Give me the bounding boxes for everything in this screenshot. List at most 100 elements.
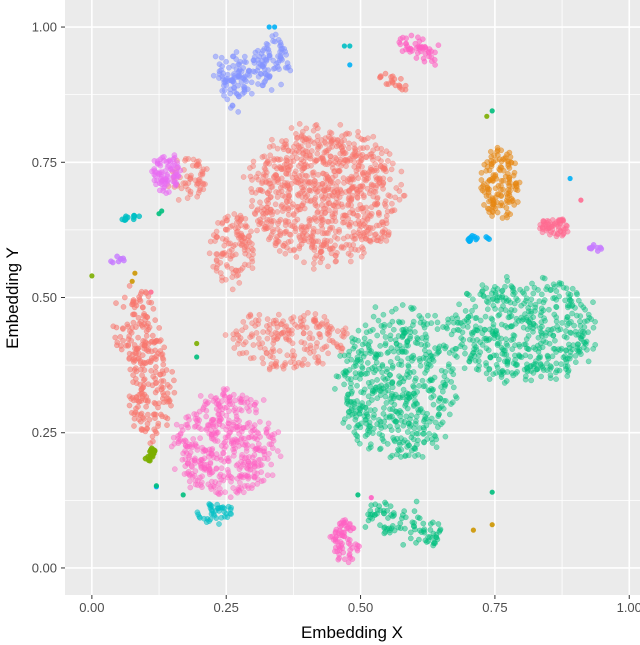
data-point	[424, 321, 431, 327]
data-point	[315, 358, 322, 365]
data-point	[512, 352, 518, 359]
data-point	[239, 441, 246, 448]
data-point	[399, 349, 406, 355]
data-point	[406, 374, 412, 380]
data-point	[410, 322, 416, 328]
data-point	[273, 358, 280, 365]
data-point	[394, 451, 400, 458]
data-point	[503, 351, 510, 358]
data-point	[332, 386, 338, 392]
data-point	[222, 332, 229, 338]
data-point	[499, 367, 506, 374]
data-point	[248, 203, 255, 210]
data-point	[345, 375, 351, 382]
data-point	[306, 216, 313, 222]
data-point	[313, 122, 320, 128]
data-point	[250, 342, 257, 348]
data-point	[268, 441, 275, 448]
data-point	[137, 418, 144, 425]
data-point	[437, 527, 443, 534]
data-point	[538, 373, 544, 380]
data-point	[387, 193, 393, 199]
data-point	[398, 168, 405, 175]
data-point	[223, 226, 229, 233]
data-point	[354, 547, 361, 554]
data-point	[229, 426, 236, 433]
data-point	[504, 324, 511, 331]
data-point	[358, 350, 365, 357]
data-point	[281, 205, 287, 212]
data-point	[203, 413, 209, 420]
data-point	[422, 50, 429, 57]
data-point	[363, 235, 369, 242]
data-point	[145, 320, 151, 327]
data-point	[206, 446, 213, 453]
data-point	[311, 247, 318, 253]
data-point	[460, 337, 467, 343]
data-point	[362, 340, 369, 347]
data-point	[223, 217, 230, 224]
data-point	[330, 202, 337, 208]
data-point	[445, 363, 452, 370]
data-point	[338, 345, 345, 352]
data-point	[548, 286, 554, 293]
data-point	[274, 209, 281, 215]
data-point	[151, 355, 157, 361]
data-point	[359, 400, 365, 406]
data-point	[351, 410, 358, 417]
data-point	[310, 348, 317, 355]
data-point	[550, 295, 556, 302]
data-point	[472, 315, 479, 322]
data-point	[153, 483, 159, 489]
data-point	[247, 173, 254, 180]
data-point	[571, 322, 577, 329]
data-point	[347, 43, 353, 49]
data-point	[164, 390, 171, 397]
data-point	[317, 259, 324, 266]
data-point	[250, 251, 256, 258]
data-point	[195, 161, 202, 167]
data-point	[301, 184, 308, 190]
data-point	[230, 336, 237, 342]
data-point	[225, 433, 232, 439]
data-point	[434, 319, 441, 326]
data-point	[169, 368, 175, 375]
data-point	[509, 346, 516, 352]
data-point	[263, 41, 270, 47]
data-point	[364, 370, 370, 377]
data-point	[553, 369, 559, 376]
data-point	[448, 379, 455, 385]
data-point	[510, 360, 517, 367]
data-point	[344, 398, 351, 405]
data-point	[440, 324, 446, 330]
data-point	[407, 46, 414, 52]
data-point	[338, 201, 345, 208]
data-point	[326, 145, 333, 152]
data-point	[329, 211, 336, 217]
data-point	[538, 305, 545, 312]
data-point	[513, 315, 520, 322]
data-point	[202, 181, 208, 187]
data-point	[338, 348, 345, 355]
y-tick-label: 0.50	[32, 290, 57, 305]
data-point	[543, 339, 549, 346]
data-point	[264, 472, 271, 479]
data-point	[199, 473, 205, 480]
data-point	[312, 311, 319, 317]
data-point	[205, 422, 212, 429]
data-point	[254, 227, 260, 234]
data-point	[383, 213, 390, 219]
data-point	[504, 194, 511, 200]
data-point	[432, 312, 438, 319]
data-point	[415, 451, 421, 458]
data-point	[553, 233, 560, 240]
data-point	[161, 344, 167, 351]
data-point	[453, 346, 459, 352]
data-point	[307, 234, 314, 240]
data-point	[393, 408, 400, 415]
data-point	[248, 255, 255, 262]
data-point	[250, 355, 257, 361]
data-point	[145, 326, 152, 333]
data-point	[452, 312, 459, 319]
data-point	[359, 183, 366, 190]
